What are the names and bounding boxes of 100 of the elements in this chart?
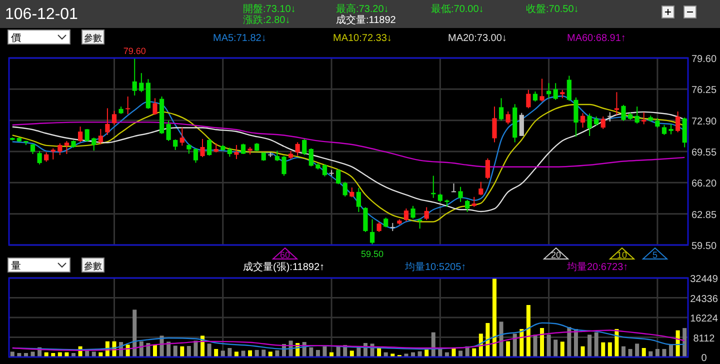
bar	[662, 348, 666, 357]
annotation: 79.60	[123, 46, 146, 56]
candlestick	[50, 148, 56, 160]
candlestick	[295, 142, 300, 156]
annotation: 59.50	[361, 249, 384, 259]
candlestick	[424, 206, 429, 220]
candlestick	[84, 128, 90, 142]
text: 最高:73.20↓	[336, 3, 389, 15]
y-tick-label: 69.55	[691, 148, 717, 158]
candlestick	[376, 222, 382, 232]
bar	[642, 348, 646, 357]
candlestick	[478, 181, 484, 196]
bar	[506, 341, 510, 357]
bar	[322, 346, 327, 357]
y-tick-label: 59.50	[691, 241, 717, 252]
candlestick	[580, 112, 586, 128]
y-tick-label: 72.90	[691, 116, 717, 128]
candlestick	[662, 124, 667, 136]
bar	[254, 350, 259, 357]
y-tick-label: 32449	[690, 274, 718, 285]
candlestick	[44, 152, 49, 162]
bar	[220, 350, 225, 357]
candlestick	[64, 140, 70, 155]
text: 價	[11, 33, 21, 44]
text: 收盤:70.50↓	[526, 3, 579, 15]
bar	[10, 352, 14, 357]
bar	[234, 352, 238, 357]
candlestick	[92, 137, 96, 152]
text: 5	[652, 250, 658, 260]
bar	[608, 342, 612, 357]
candlestick	[132, 58, 137, 96]
bar	[628, 348, 632, 357]
candlestick	[207, 138, 212, 156]
candlestick	[240, 143, 246, 155]
text: 60	[280, 250, 290, 260]
y-tick-label: 66.20	[691, 178, 717, 190]
bar	[248, 350, 252, 357]
candlestick	[370, 218, 375, 246]
candlestick	[492, 106, 497, 143]
bar	[594, 332, 598, 357]
text: MA10:72.33↓	[333, 33, 392, 44]
candlestick	[78, 126, 83, 143]
candlestick	[506, 110, 510, 125]
text: 最低:70.00↓	[431, 4, 484, 15]
bar	[621, 346, 626, 357]
bar	[180, 346, 184, 357]
text: 漲跌:2.80↓	[243, 14, 290, 26]
bar	[404, 354, 408, 357]
bar	[580, 346, 585, 357]
bar	[492, 278, 496, 357]
y-tick-label: 16224	[690, 314, 718, 324]
bar	[499, 322, 504, 357]
candlestick	[465, 199, 470, 212]
bar	[554, 340, 558, 357]
candlestick	[200, 138, 205, 158]
candlestick	[384, 217, 388, 228]
bar	[540, 328, 544, 357]
bar	[268, 352, 272, 357]
y-tick-label: 76.25	[691, 85, 717, 96]
candlestick	[308, 148, 314, 167]
text: 均量20:6723↑	[566, 261, 628, 273]
candlestick	[282, 156, 286, 176]
bar	[526, 304, 530, 357]
text: 開盤:73.10↓	[243, 3, 296, 15]
candlestick	[634, 106, 640, 124]
candlestick	[594, 116, 599, 126]
candlestick	[451, 183, 456, 192]
candlestick	[614, 92, 620, 116]
candlestick	[180, 127, 184, 146]
text: MA5:71.82↓	[213, 33, 266, 44]
candlestick	[668, 124, 674, 135]
candlestick	[58, 142, 62, 156]
candlestick	[342, 181, 348, 198]
candlestick	[302, 138, 307, 156]
candlestick	[532, 90, 538, 102]
bar	[458, 350, 463, 357]
bar	[241, 350, 246, 357]
candlestick	[173, 138, 178, 151]
bar	[601, 342, 606, 357]
candlestick	[166, 120, 171, 142]
candlestick	[98, 128, 103, 145]
bar	[472, 348, 476, 357]
candlestick	[608, 112, 612, 122]
candlestick	[458, 186, 463, 202]
bar	[132, 310, 137, 357]
candlestick	[139, 72, 144, 93]
text: 20	[550, 250, 562, 260]
bar	[533, 334, 538, 357]
candlestick	[485, 158, 490, 180]
candlestick	[363, 206, 368, 232]
bar	[275, 350, 280, 357]
candlestick	[540, 78, 544, 102]
candlestick	[322, 164, 328, 177]
bar	[655, 348, 660, 357]
candlestick	[553, 82, 558, 100]
candlestick	[37, 150, 42, 165]
bar	[560, 342, 564, 357]
candlestick	[574, 96, 578, 138]
bar	[194, 340, 198, 357]
bar	[424, 350, 429, 357]
